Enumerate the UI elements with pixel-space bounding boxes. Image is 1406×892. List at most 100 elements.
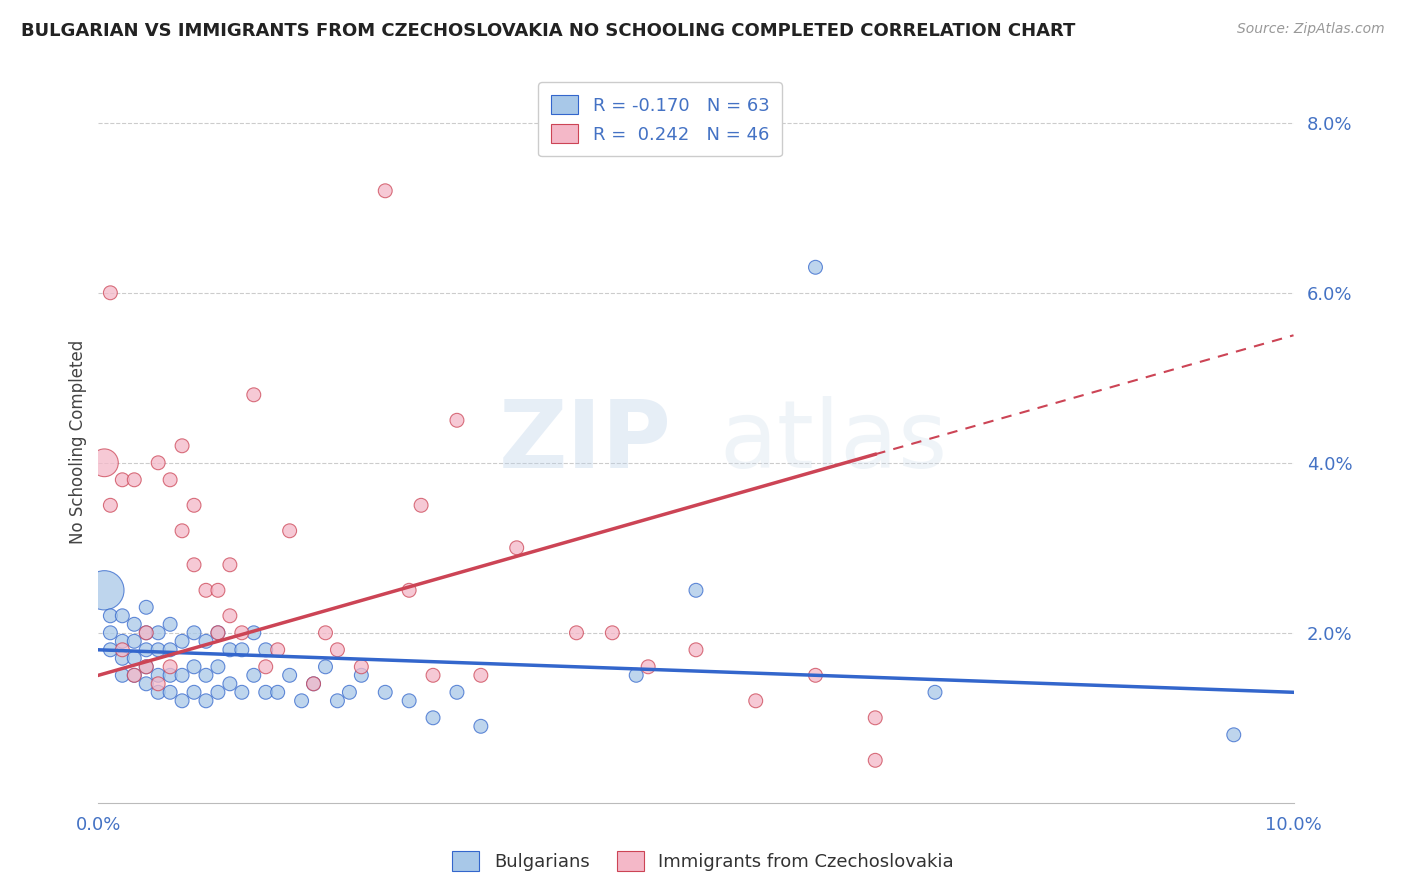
Point: [243, 668, 266, 682]
Point: [207, 583, 229, 598]
Point: [183, 558, 205, 572]
Point: [1223, 728, 1246, 742]
Point: [159, 617, 181, 632]
Point: [685, 583, 707, 598]
Point: [685, 642, 707, 657]
Legend: Bulgarians, Immigrants from Czechoslovakia: Bulgarians, Immigrants from Czechoslovak…: [446, 844, 960, 879]
Point: [278, 668, 301, 682]
Point: [219, 677, 242, 691]
Point: [135, 600, 157, 615]
Point: [398, 583, 420, 598]
Point: [326, 694, 349, 708]
Point: [135, 660, 157, 674]
Point: [111, 642, 134, 657]
Text: atlas: atlas: [720, 395, 948, 488]
Point: [302, 677, 325, 691]
Point: [93, 583, 115, 598]
Point: [135, 677, 157, 691]
Point: [98, 642, 122, 657]
Point: [207, 660, 229, 674]
Point: [172, 524, 194, 538]
Point: [135, 642, 157, 657]
Point: [98, 608, 122, 623]
Point: [243, 625, 266, 640]
Point: [411, 498, 433, 512]
Point: [172, 439, 194, 453]
Point: [231, 625, 253, 640]
Legend: R = -0.170   N = 63, R =  0.242   N = 46: R = -0.170 N = 63, R = 0.242 N = 46: [538, 82, 782, 156]
Point: [219, 558, 242, 572]
Point: [135, 660, 157, 674]
Point: [254, 685, 277, 699]
Point: [207, 685, 229, 699]
Point: [111, 668, 134, 682]
Point: [148, 456, 170, 470]
Point: [422, 711, 444, 725]
Point: [804, 260, 827, 275]
Point: [159, 642, 181, 657]
Point: [172, 694, 194, 708]
Point: [637, 660, 659, 674]
Point: [124, 668, 146, 682]
Point: [315, 660, 337, 674]
Point: [207, 625, 229, 640]
Point: [374, 685, 396, 699]
Point: [148, 642, 170, 657]
Point: [111, 473, 134, 487]
Point: [231, 685, 253, 699]
Point: [865, 711, 887, 725]
Point: [602, 625, 624, 640]
Point: [124, 651, 146, 665]
Point: [339, 685, 361, 699]
Point: [148, 677, 170, 691]
Point: [183, 685, 205, 699]
Point: [159, 685, 181, 699]
Point: [98, 285, 122, 300]
Point: [565, 625, 588, 640]
Point: [745, 694, 768, 708]
Point: [267, 685, 290, 699]
Point: [470, 719, 492, 733]
Point: [124, 617, 146, 632]
Point: [159, 660, 181, 674]
Point: [446, 685, 468, 699]
Point: [183, 660, 205, 674]
Point: [195, 583, 218, 598]
Point: [422, 668, 444, 682]
Point: [398, 694, 420, 708]
Point: [135, 625, 157, 640]
Point: [219, 608, 242, 623]
Point: [195, 694, 218, 708]
Point: [470, 668, 492, 682]
Point: [243, 388, 266, 402]
Point: [326, 642, 349, 657]
Y-axis label: No Schooling Completed: No Schooling Completed: [69, 340, 87, 543]
Text: Source: ZipAtlas.com: Source: ZipAtlas.com: [1237, 22, 1385, 37]
Point: [195, 634, 218, 648]
Point: [148, 625, 170, 640]
Point: [207, 625, 229, 640]
Point: [172, 634, 194, 648]
Point: [195, 668, 218, 682]
Point: [93, 456, 115, 470]
Point: [148, 685, 170, 699]
Point: [446, 413, 468, 427]
Point: [111, 608, 134, 623]
Point: [135, 625, 157, 640]
Point: [267, 642, 290, 657]
Point: [98, 625, 122, 640]
Point: [350, 668, 373, 682]
Point: [219, 642, 242, 657]
Point: [111, 634, 134, 648]
Point: [302, 677, 325, 691]
Point: [291, 694, 314, 708]
Point: [374, 184, 396, 198]
Point: [254, 660, 277, 674]
Point: [865, 753, 887, 767]
Point: [148, 668, 170, 682]
Point: [231, 642, 253, 657]
Point: [254, 642, 277, 657]
Point: [124, 668, 146, 682]
Text: BULGARIAN VS IMMIGRANTS FROM CZECHOSLOVAKIA NO SCHOOLING COMPLETED CORRELATION C: BULGARIAN VS IMMIGRANTS FROM CZECHOSLOVA…: [21, 22, 1076, 40]
Point: [159, 473, 181, 487]
